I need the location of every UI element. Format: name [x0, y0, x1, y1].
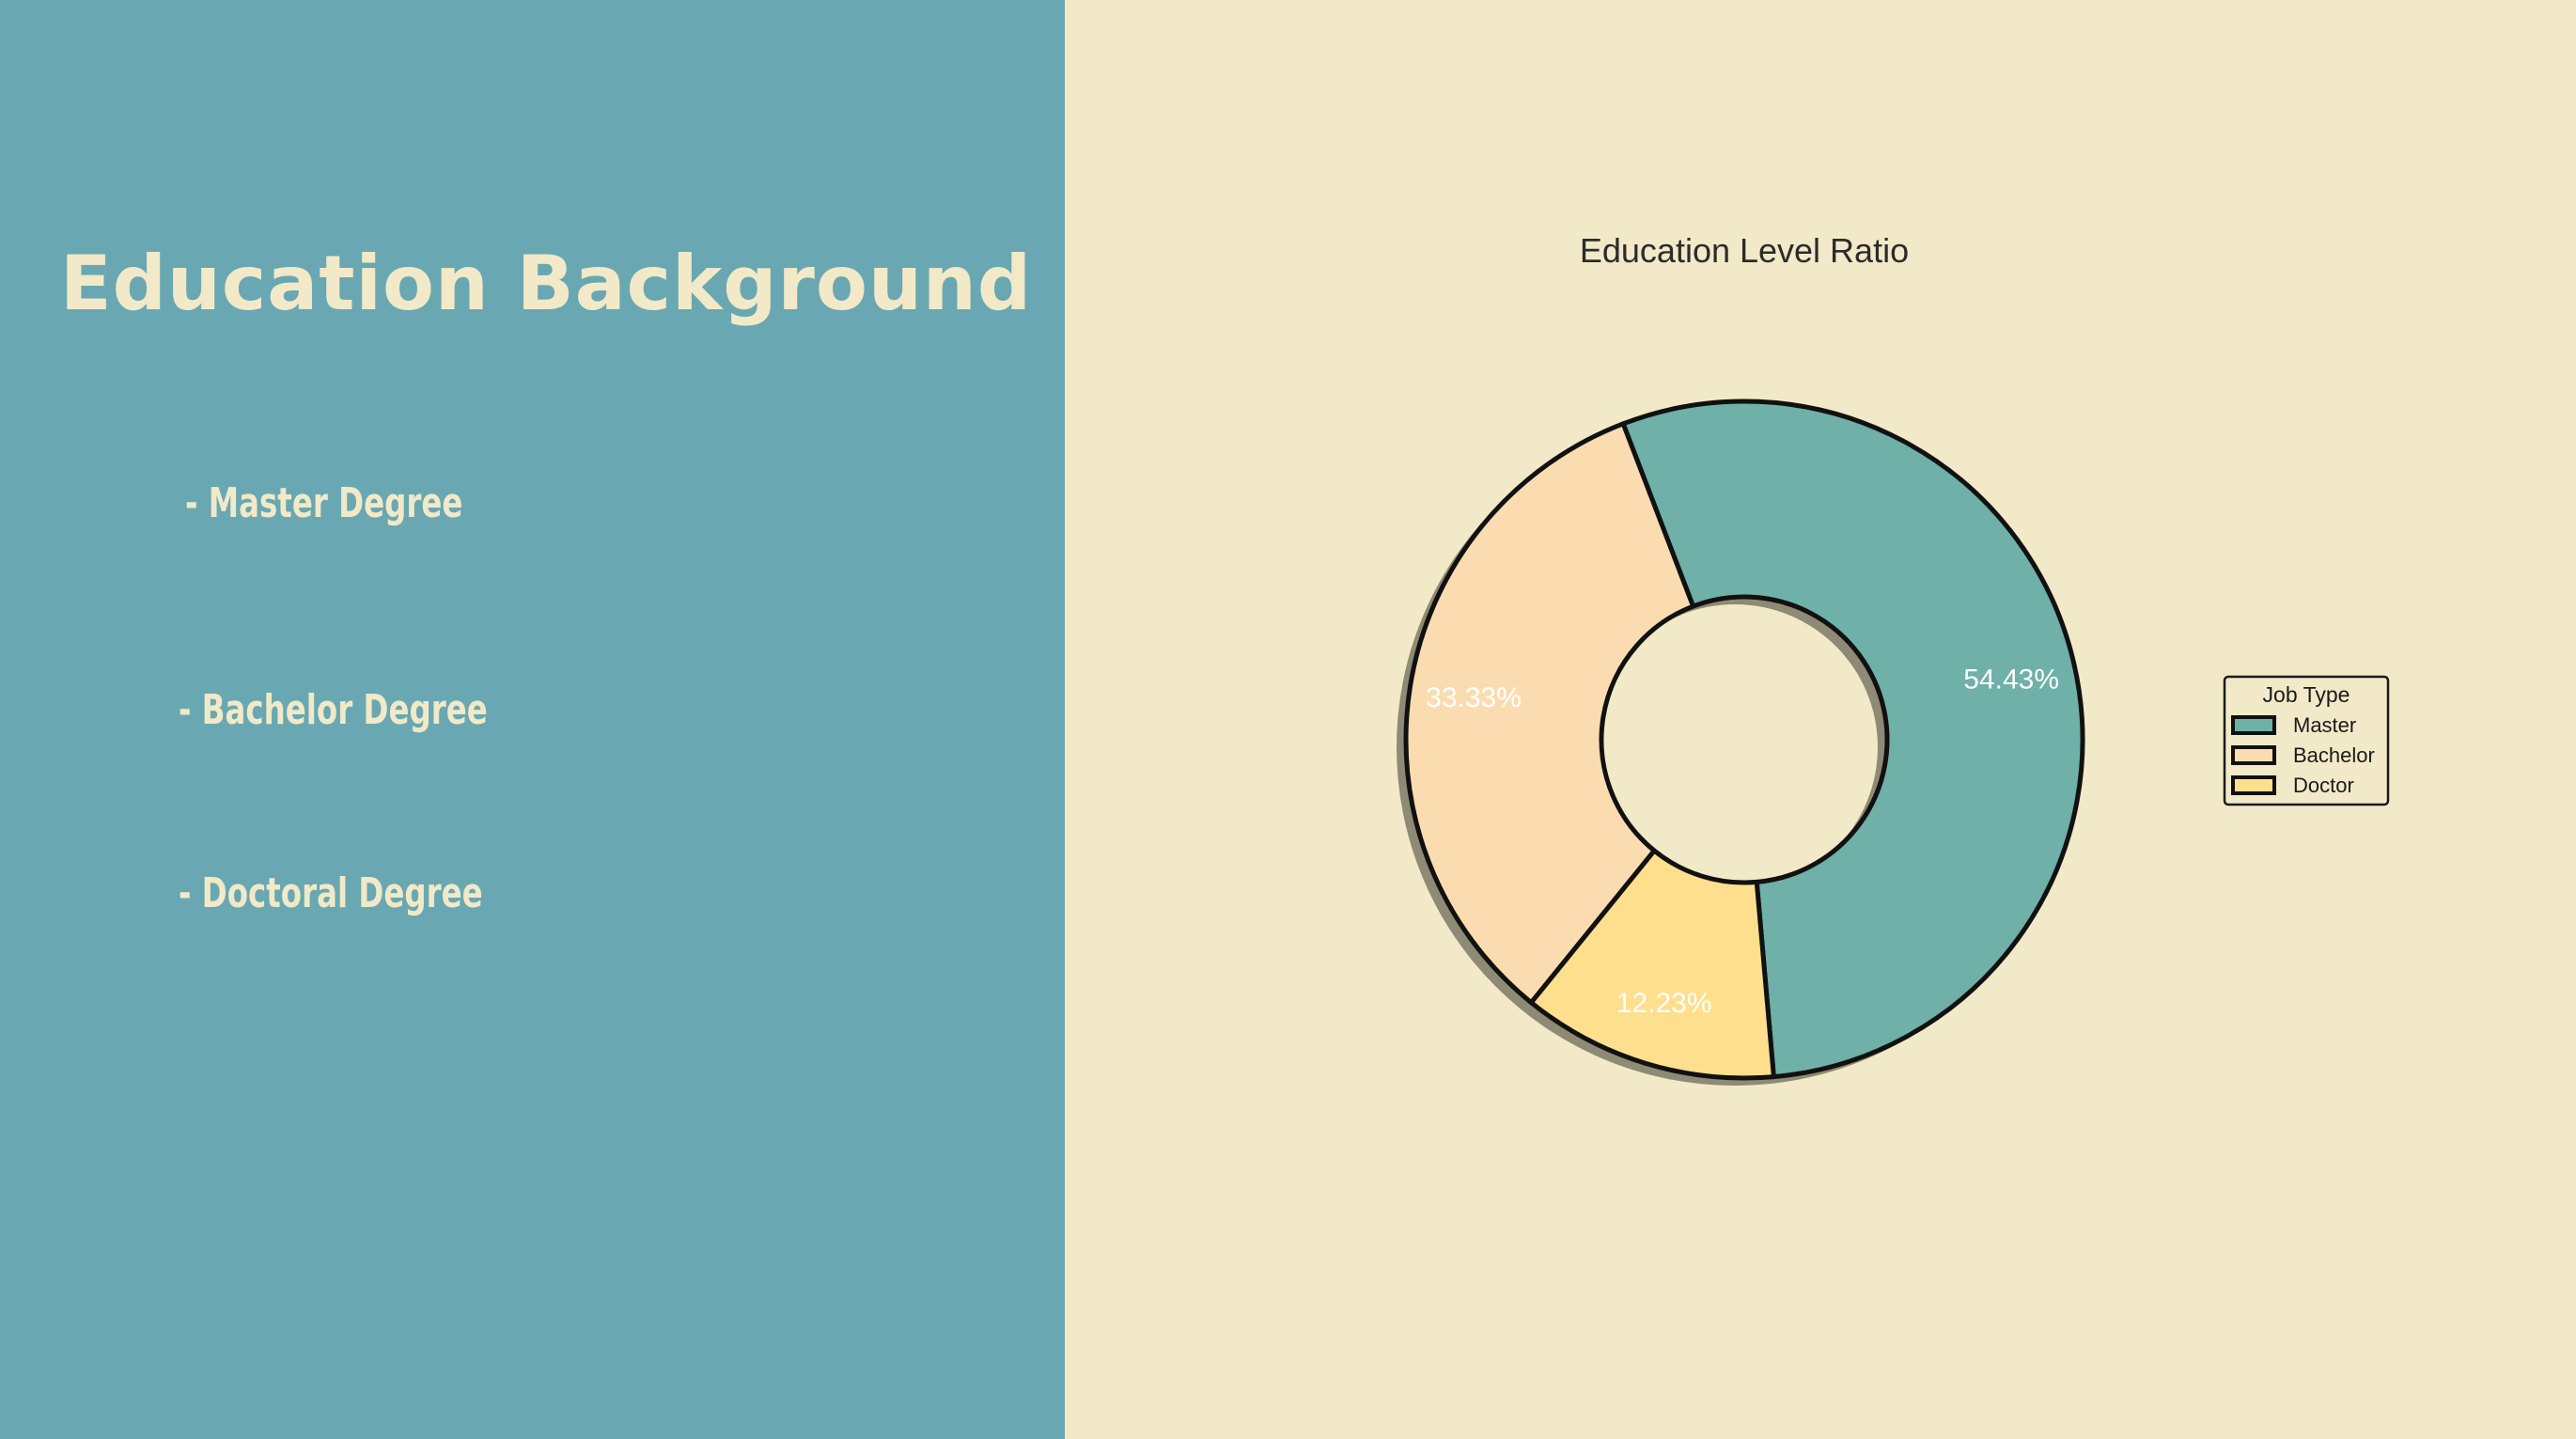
slice-labels: 54.43% 33.33% 12.23%: [1426, 664, 2059, 1018]
slide-title: Education Background: [60, 240, 1033, 327]
legend-swatch-doctor: [2231, 775, 2276, 795]
slice-label-doctor: 12.23%: [1616, 988, 1712, 1019]
slice-master: [1620, 399, 2085, 1080]
legend-label-bachelor: Bachelor: [2293, 743, 2375, 767]
slice-bachelor: [1403, 421, 1696, 1006]
chart-title: Education Level Ratio: [1580, 231, 1909, 270]
slice-doctor: [1528, 848, 1776, 1081]
degree-item-bachelor: - Bachelor Degree: [179, 686, 488, 734]
legend-label-doctor: Doctor: [2293, 774, 2354, 797]
legend-swatch-master: [2231, 715, 2276, 735]
slice-label-bachelor: 33.33%: [1426, 682, 1522, 713]
legend-swatch-bachelor: [2231, 745, 2276, 765]
degree-item-master: - Master Degree: [185, 479, 463, 527]
legend-box: [2223, 675, 2390, 806]
legend-title: Job Type: [2263, 682, 2350, 707]
legend-label-master: Master: [2293, 713, 2356, 737]
donut-slices: [1403, 399, 2085, 1081]
donut-chart: Education Level Ratio 54.43% 33.33% 12.23%…: [1397, 231, 2390, 1086]
slice-label-master: 54.43%: [1963, 664, 2059, 695]
left-panel: [0, 0, 1065, 1439]
degree-item-doctoral: - Doctoral Degree: [179, 869, 483, 917]
legend: Job Type Master Bachelor Doctor: [2223, 675, 2390, 806]
